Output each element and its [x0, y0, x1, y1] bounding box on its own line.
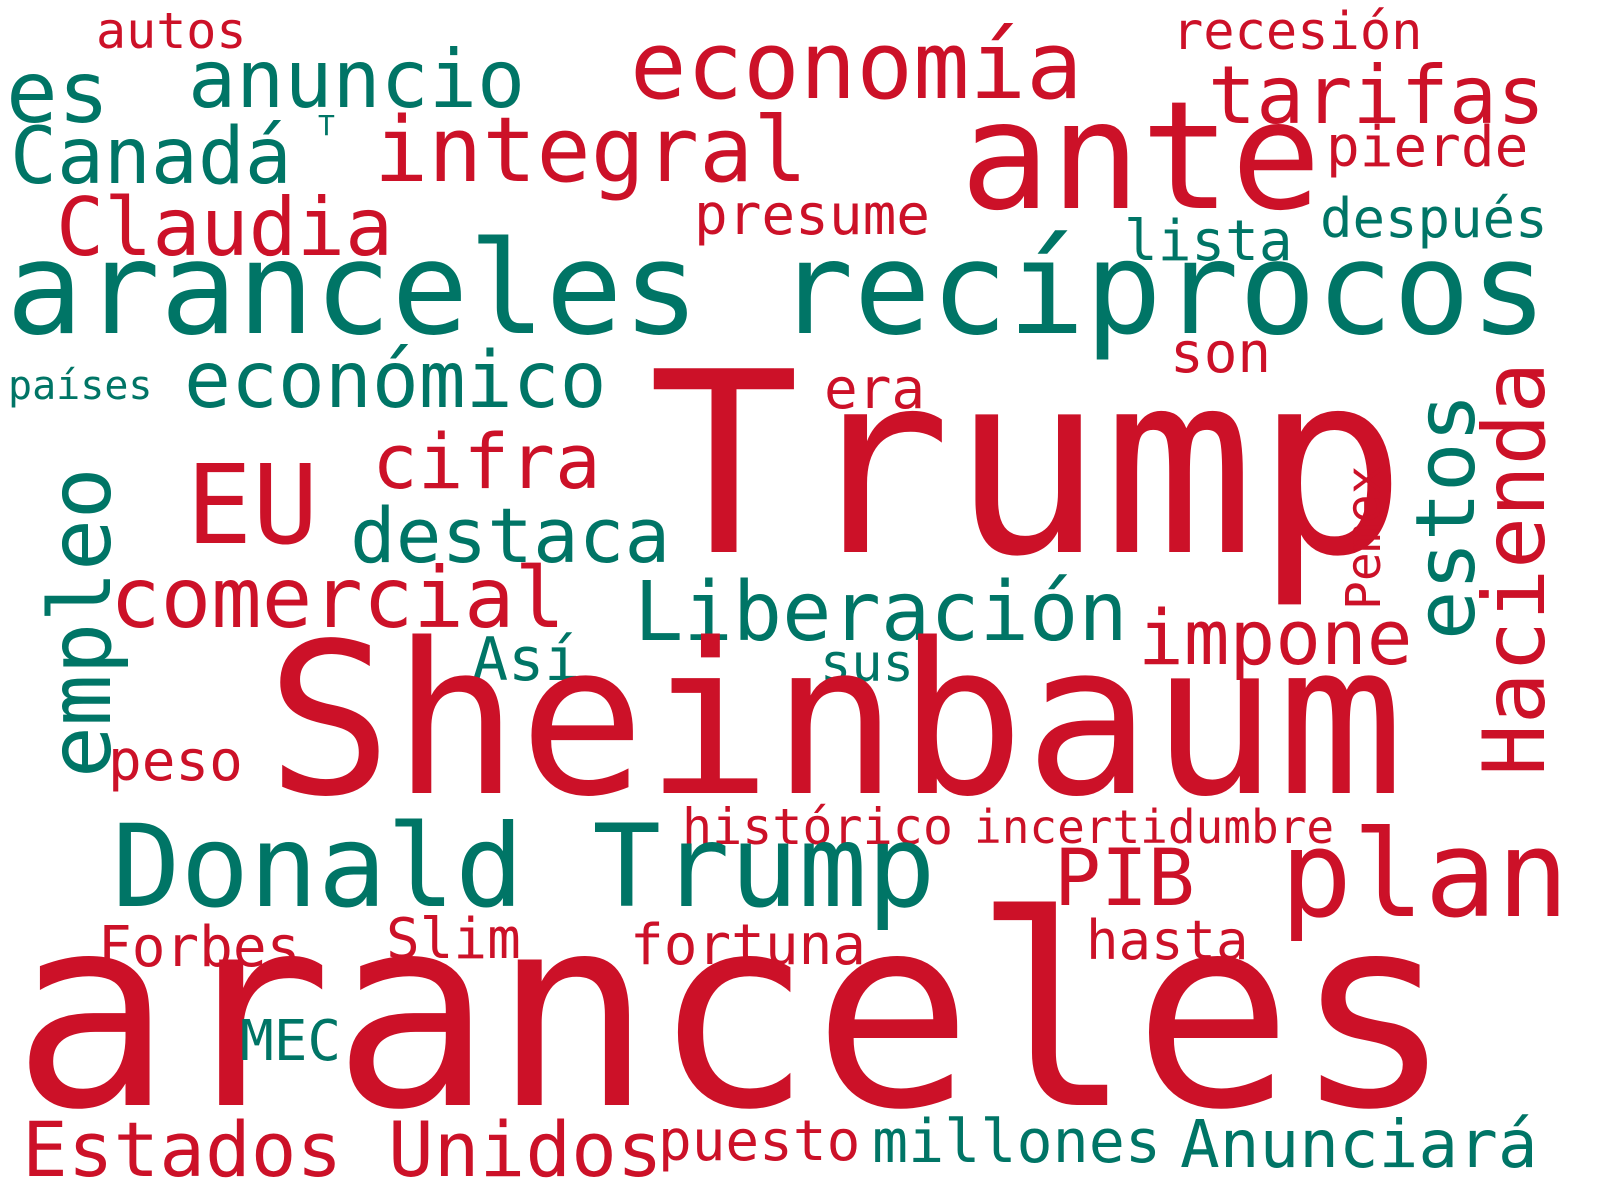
- word-trump: Trump: [648, 319, 1407, 612]
- word-es: es: [6, 43, 110, 143]
- word-eu: EU: [186, 441, 319, 569]
- word-anunciara: Anunciará: [1180, 1106, 1538, 1183]
- word-puesto: puesto: [658, 1109, 861, 1174]
- word-pemex: Pemex: [1336, 465, 1392, 611]
- word-plan: plan: [1280, 806, 1569, 945]
- word-peso: peso: [108, 729, 243, 794]
- word-forbes: Forbes: [98, 915, 301, 980]
- word-t: T: [318, 109, 335, 142]
- word-aranceles: aranceles: [12, 858, 1454, 1168]
- word-economico: económico: [184, 336, 607, 426]
- word-lista: lista: [1124, 209, 1293, 274]
- word-donald-trump: Donald Trump: [112, 800, 936, 933]
- word-estados-unidos: Estados Unidos: [22, 1105, 663, 1194]
- word-despues: después: [1320, 187, 1548, 250]
- word-destaca: destaca: [350, 491, 671, 580]
- word-autos: autos: [96, 2, 247, 60]
- word-presume: presume: [694, 183, 931, 248]
- word-economia: economía: [630, 12, 1083, 121]
- word-tarifas: tarifas: [1208, 49, 1546, 142]
- word-aranceles-reciprocos: aranceles recíprocos: [6, 215, 1548, 364]
- word-hacienda: Hacienda: [1465, 361, 1565, 776]
- word-fortuna: fortuna: [630, 913, 867, 978]
- word-paises: países: [8, 363, 153, 409]
- word-slim: Slim: [386, 907, 521, 972]
- word-cifra: cifra: [372, 417, 601, 506]
- word-incertidumbre: incertidumbre: [974, 800, 1335, 854]
- word-recesion: recesión: [1172, 2, 1423, 62]
- word-integral: integral: [374, 98, 808, 203]
- word-sheinbaum: Sheinbaum: [266, 598, 1404, 843]
- word-pib: PIB: [1054, 834, 1195, 924]
- word-era: era: [824, 357, 926, 422]
- word-son: son: [1170, 321, 1272, 386]
- word-hasta: hasta: [1086, 909, 1249, 972]
- word-comercial: comercial: [110, 549, 566, 647]
- word-anuncio: anuncio: [188, 33, 526, 126]
- word-claudia: Claudia: [56, 181, 394, 274]
- word-liberacion: Liberación: [634, 565, 1128, 660]
- word-sus: sus: [820, 634, 914, 694]
- word-historico: histórico: [682, 798, 953, 856]
- word-millones: millones: [872, 1107, 1161, 1177]
- word-ante: ante: [960, 70, 1322, 244]
- word-canada: Canadá: [10, 112, 292, 202]
- word-asi: Así: [472, 625, 581, 695]
- word-impone: impone: [1138, 593, 1413, 682]
- word-pierde: pierde: [1326, 115, 1529, 180]
- word-mec: MEC: [240, 1009, 342, 1074]
